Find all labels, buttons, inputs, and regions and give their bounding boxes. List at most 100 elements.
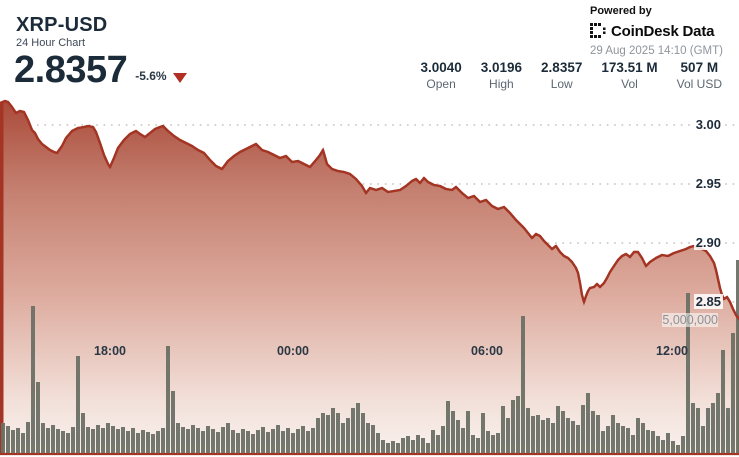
volume-bar xyxy=(381,440,385,453)
volume-bar xyxy=(201,431,205,453)
volume-bar xyxy=(641,423,645,453)
volume-bar xyxy=(226,423,230,453)
volume-bar xyxy=(356,403,360,453)
volume-bar xyxy=(476,438,480,453)
volume-bar xyxy=(676,445,680,453)
volume-bar xyxy=(671,441,675,453)
coindesk-logo-icon xyxy=(590,23,606,38)
volume-bar xyxy=(31,306,35,453)
volume-bar xyxy=(426,443,430,453)
volume-bar xyxy=(346,418,350,453)
volume-bar xyxy=(71,427,75,453)
stat-low: 2.8357 Low xyxy=(541,60,582,91)
volume-bar xyxy=(341,423,345,453)
current-price: 2.8357 xyxy=(14,49,128,91)
volume-bar xyxy=(246,431,250,453)
volume-bar xyxy=(36,382,40,453)
volume-bar xyxy=(416,435,420,453)
volume-bar xyxy=(551,423,555,453)
volume-bar xyxy=(371,425,375,453)
stat-open: 3.0040 Open xyxy=(420,60,461,91)
volume-bar xyxy=(626,428,630,453)
stat-open-value: 3.0040 xyxy=(420,60,462,75)
stat-high: 3.0196 High xyxy=(481,60,522,91)
volume-bar xyxy=(721,350,725,453)
volume-bar xyxy=(556,406,560,453)
volume-bar xyxy=(241,429,245,453)
volume-bar xyxy=(236,433,240,453)
volume-bar xyxy=(326,415,330,453)
volume-bar xyxy=(386,443,390,453)
volume-bar xyxy=(596,415,600,453)
volume-bar xyxy=(121,427,125,453)
price-down-triangle-icon xyxy=(172,73,187,83)
volume-bar xyxy=(411,440,415,453)
stat-high-label: High xyxy=(489,77,514,91)
volume-bar xyxy=(11,430,15,453)
volume-bar xyxy=(141,430,145,453)
volume-bar xyxy=(541,420,545,453)
volume-bar xyxy=(21,433,25,453)
volume-bar xyxy=(66,433,70,453)
page-title: XRP-USD xyxy=(16,14,108,36)
volume-bar xyxy=(266,432,270,453)
volume-bar xyxy=(171,391,175,453)
volume-bar xyxy=(696,408,700,453)
volume-bar xyxy=(546,418,550,453)
volume-bar xyxy=(366,423,370,453)
volume-bar xyxy=(6,426,10,453)
stat-low-value: 2.8357 xyxy=(541,60,583,75)
volume-bar xyxy=(291,433,295,453)
volume-bar xyxy=(231,430,235,453)
volume-bar xyxy=(501,406,505,453)
volume-bar xyxy=(56,429,60,453)
volume-bar xyxy=(406,436,410,453)
volume-bar xyxy=(486,431,490,453)
volume-bar xyxy=(661,440,665,453)
volume-bar xyxy=(51,425,55,453)
stat-low-label: Low xyxy=(550,77,573,91)
price-row: 2.8357 -5.6% xyxy=(14,50,187,90)
volume-bar xyxy=(606,426,610,453)
volume-bar xyxy=(536,415,540,453)
volume-bar xyxy=(151,434,155,453)
volume-bar xyxy=(186,429,190,453)
powered-by-label: Powered by xyxy=(590,5,652,17)
volume-bar xyxy=(391,441,395,453)
volume-bar xyxy=(461,428,465,453)
volume-bar xyxy=(431,430,435,453)
volume-bar xyxy=(586,393,590,453)
volume-bar xyxy=(701,426,705,453)
volume-bar xyxy=(106,423,110,453)
volume-bars xyxy=(1,260,739,453)
volume-bar xyxy=(351,408,355,453)
volume-bar xyxy=(96,425,100,453)
volume-bar xyxy=(636,418,640,453)
provider-logo[interactable]: CoinDesk Data xyxy=(590,23,722,40)
timestamp: 29 Aug 2025 14:10 (GMT) xyxy=(590,45,723,57)
price-area xyxy=(0,99,739,456)
volume-bar xyxy=(736,260,739,453)
volume-bar xyxy=(516,396,520,453)
volume-bar xyxy=(561,411,565,453)
volume-bar xyxy=(1,423,5,453)
stat-open-label: Open xyxy=(426,77,456,91)
volume-bar xyxy=(361,413,365,453)
stat-vol-value: 173.51 M xyxy=(601,60,658,75)
volume-bar xyxy=(681,436,685,453)
volume-bar xyxy=(251,434,255,453)
volume-bar xyxy=(256,430,260,453)
volume-bar xyxy=(156,431,160,453)
volume-bar xyxy=(131,428,135,453)
volume-bar xyxy=(621,426,625,453)
volume-bar xyxy=(491,435,495,453)
volume-bar xyxy=(276,425,280,453)
volume-bar xyxy=(691,403,695,453)
volume-bar xyxy=(611,415,615,453)
volume-bar xyxy=(616,423,620,453)
volume-bar xyxy=(651,431,655,453)
chart-subtitle: 24 Hour Chart xyxy=(16,37,86,49)
price-line xyxy=(0,99,739,321)
volume-bar xyxy=(456,420,460,453)
